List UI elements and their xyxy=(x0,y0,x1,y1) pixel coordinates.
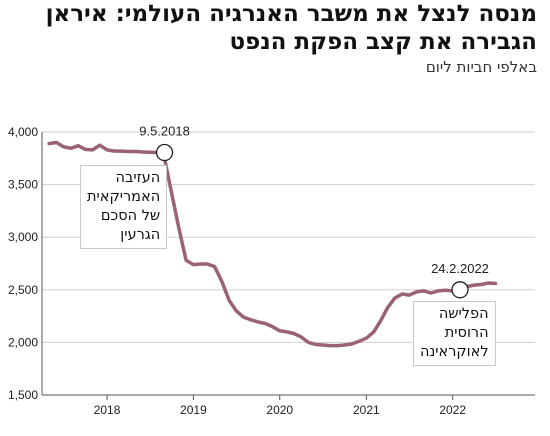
annotation-note-line: העזיבה xyxy=(115,170,161,186)
annotation-date-label: 9.5.2018 xyxy=(139,124,190,139)
annotation-note-ukraine-invasion: הפלישה הרוסית לאוקראינה xyxy=(413,301,496,366)
chart-title-line-2: הגבירה את קצב הפקת הנפט xyxy=(229,29,537,55)
annotation-note-line: הרוסית xyxy=(444,325,489,341)
x-tick-label: 2019 xyxy=(180,403,207,417)
annotation-note-line: לאוקראינה xyxy=(420,344,489,360)
annotation-note-line: הפלישה xyxy=(438,306,489,322)
y-tick-label: 4,000 xyxy=(8,125,38,139)
chart-title-line-1: מנסה לנצל את משבר האנרגיה העולמי: איראן xyxy=(45,1,537,27)
x-tick-label: 2018 xyxy=(94,403,121,417)
annotation-marker xyxy=(451,281,469,299)
annotation-marker xyxy=(155,143,174,162)
x-tick-label: 2021 xyxy=(353,403,380,417)
y-tick-label: 1,500 xyxy=(8,388,38,402)
x-tick-label: 2022 xyxy=(439,403,466,417)
chart-subtitle: באלפי חביות ליום xyxy=(425,58,537,76)
chart-header: מנסה לנצל את משבר האנרגיה העולמי: איראן … xyxy=(7,0,537,76)
annotation-date-label: 24.2.2022 xyxy=(431,261,489,276)
annotation-note-line: האמריקאית xyxy=(87,189,161,205)
annotation-note-line: הגרעין xyxy=(120,227,161,243)
production-series-line xyxy=(47,140,498,348)
y-tick-label: 3,000 xyxy=(8,230,38,244)
y-tick-label: 2,000 xyxy=(8,335,38,349)
annotation-note-nuclear-deal: העזיבה האמריקאית של הסכם הגרעין xyxy=(80,165,168,249)
x-tick-label: 2020 xyxy=(266,403,293,417)
y-tick-label: 2,500 xyxy=(8,283,38,297)
y-tick-label: 3,500 xyxy=(8,178,38,192)
annotation-note-line: של הסכם xyxy=(100,208,161,224)
